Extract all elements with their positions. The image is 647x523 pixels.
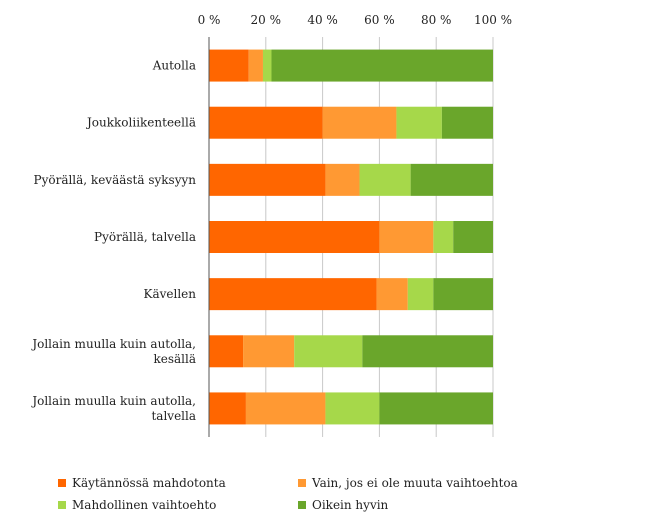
- x-tick-label: 0 %: [198, 13, 221, 27]
- bar-segment: [433, 278, 493, 311]
- bar-segment: [209, 49, 249, 82]
- category-label: kesällä: [153, 352, 196, 366]
- bar-segment: [325, 163, 360, 196]
- x-axis-ticks: 0 % 20 % 40 % 60 % 80 % 100 %: [198, 13, 512, 27]
- bar-segment: [453, 221, 493, 253]
- x-tick-label: 80 %: [421, 13, 452, 27]
- x-tick-label: 40 %: [307, 13, 338, 27]
- bar-segment: [396, 106, 442, 139]
- bar-segment: [209, 392, 246, 425]
- bar-segment: [362, 335, 493, 368]
- legend-swatch: [58, 501, 66, 509]
- bar-segment: [433, 221, 454, 253]
- bar-segment: [248, 49, 263, 82]
- bar-segment: [407, 278, 434, 311]
- x-tick-label: 60 %: [364, 13, 395, 27]
- legend-item: Käytännössä mahdotonta: [58, 476, 226, 490]
- category-labels: Autolla Joukkoliikenteellä Pyörällä, kevää…: [30, 59, 196, 423]
- legend-item: Vain, jos ei ole muuta vaihtoehtoa: [298, 476, 518, 490]
- bar-segment: [441, 106, 493, 139]
- legend-item: Oikein hyvin: [298, 498, 388, 512]
- legend-swatch: [58, 479, 66, 487]
- category-label: Kävellen: [143, 287, 196, 301]
- bar-segment: [209, 106, 323, 139]
- bar-segment: [243, 335, 295, 368]
- legend-label: Oikein hyvin: [312, 498, 389, 512]
- legend: Käytännössä mahdotonta Vain, jos ei ole m…: [58, 476, 578, 520]
- bar-segment: [379, 392, 493, 425]
- legend-swatch: [298, 479, 306, 487]
- legend-label: Vain, jos ei ole muuta vaihtoehtoa: [312, 476, 518, 490]
- bar-segment: [209, 278, 377, 311]
- bar-segment: [322, 106, 397, 139]
- bar-segment: [379, 221, 434, 253]
- bar-segment: [209, 221, 380, 253]
- x-tick-label: 20 %: [251, 13, 282, 27]
- stacked-bar-chart: 0 % 20 % 40 % 60 % 80 % 100 % Autolla Joukkoli…: [30, 13, 512, 437]
- category-label: Autolla: [152, 59, 196, 73]
- bar-segment: [359, 163, 411, 196]
- category-label: Jollain muulla kuin autolla,: [30, 337, 196, 351]
- bar-segment: [209, 335, 244, 368]
- legend-label: Mahdollinen vaihtoehto: [72, 498, 217, 512]
- category-label: Pyörällä, talvella: [94, 230, 196, 244]
- legend-label: Käytännössä mahdotonta: [72, 476, 226, 490]
- x-tick-label: 100 %: [474, 13, 512, 27]
- category-label: Joukkoliikenteellä: [85, 116, 196, 130]
- category-label: talvella: [151, 409, 196, 423]
- category-label: Pyörällä, keväästä syksyyn: [34, 173, 197, 187]
- bar-segment: [410, 163, 493, 196]
- legend-item: Mahdollinen vaihtoehto: [58, 498, 216, 512]
- bars: [209, 49, 493, 425]
- bar-segment: [271, 49, 493, 82]
- bar-segment: [209, 163, 326, 196]
- bar-segment: [376, 278, 408, 311]
- bar-segment: [325, 392, 380, 425]
- bar-segment: [262, 49, 272, 82]
- bar-segment: [245, 392, 326, 425]
- legend-swatch: [298, 501, 306, 509]
- bar-segment: [294, 335, 363, 368]
- category-label: Jollain muulla kuin autolla,: [30, 394, 196, 408]
